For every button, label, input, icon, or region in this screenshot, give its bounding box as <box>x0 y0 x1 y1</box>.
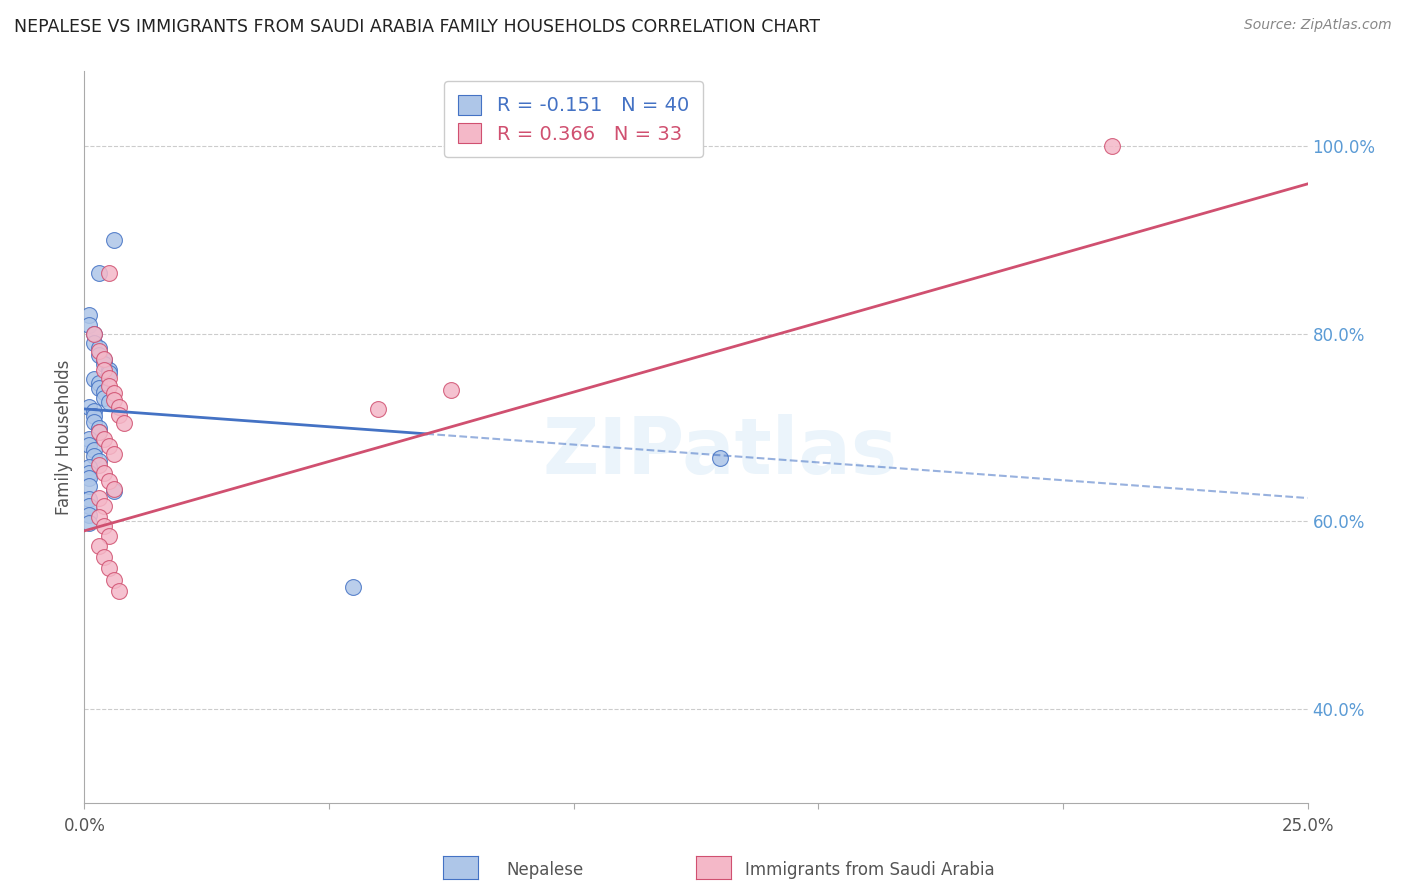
Point <box>97 561 120 575</box>
Point <box>93 500 115 514</box>
Point <box>93 357 115 371</box>
Point <box>83 449 105 463</box>
Point <box>77 432 100 446</box>
Point <box>83 409 105 424</box>
Text: Immigrants from Saudi Arabia: Immigrants from Saudi Arabia <box>745 861 995 879</box>
Point <box>87 491 110 505</box>
Point <box>87 266 110 280</box>
Text: Nepalese: Nepalese <box>506 861 583 879</box>
Point <box>367 401 389 416</box>
Point <box>93 519 115 533</box>
Point <box>87 509 110 524</box>
Y-axis label: Family Households: Family Households <box>55 359 73 515</box>
Point <box>77 466 100 480</box>
Point <box>87 425 110 440</box>
Point <box>87 341 110 355</box>
Point <box>97 395 120 409</box>
Point <box>93 362 115 376</box>
Point <box>93 391 115 405</box>
Point <box>97 266 120 280</box>
Point <box>77 500 100 514</box>
Point <box>87 381 110 395</box>
Point <box>112 416 135 430</box>
Point <box>1101 139 1123 153</box>
Point <box>87 425 110 440</box>
Point <box>103 233 125 247</box>
Point <box>93 352 115 367</box>
Point <box>87 347 110 361</box>
Point <box>97 371 120 385</box>
Point <box>107 408 129 422</box>
Point <box>77 491 100 506</box>
Point <box>87 458 110 473</box>
Point <box>97 528 120 542</box>
Text: NEPALESE VS IMMIGRANTS FROM SAUDI ARABIA FAMILY HOUSEHOLDS CORRELATION CHART: NEPALESE VS IMMIGRANTS FROM SAUDI ARABIA… <box>14 18 820 36</box>
Point <box>83 415 105 429</box>
Point <box>77 318 100 332</box>
Point <box>77 479 100 493</box>
Point <box>87 454 110 468</box>
Point <box>103 484 125 499</box>
Point <box>87 420 110 434</box>
Point <box>77 460 100 475</box>
Point <box>87 343 110 358</box>
Point <box>97 474 120 488</box>
Point <box>709 450 731 465</box>
Point <box>87 376 110 390</box>
Point <box>77 400 100 414</box>
Point <box>77 508 100 522</box>
Point <box>83 326 105 341</box>
Point <box>77 471 100 485</box>
Point <box>103 482 125 496</box>
Point <box>103 392 125 407</box>
Legend: R = -0.151   N = 40, R = 0.366   N = 33: R = -0.151 N = 40, R = 0.366 N = 33 <box>444 81 703 157</box>
Point <box>83 443 105 458</box>
Point <box>83 326 105 341</box>
Point <box>83 404 105 418</box>
Point <box>77 437 100 451</box>
Point <box>440 383 463 397</box>
Text: Source: ZipAtlas.com: Source: ZipAtlas.com <box>1244 18 1392 32</box>
Point <box>107 583 129 598</box>
Point <box>93 466 115 480</box>
Point <box>103 447 125 461</box>
Point <box>77 516 100 531</box>
Point <box>103 386 125 401</box>
Point <box>93 353 115 368</box>
Text: ZIPatlas: ZIPatlas <box>543 414 898 490</box>
Point <box>77 308 100 322</box>
Point <box>93 385 115 400</box>
Point <box>97 367 120 381</box>
Point <box>97 362 120 376</box>
Point <box>97 440 120 454</box>
Point <box>83 372 105 386</box>
Point <box>342 580 364 594</box>
Point <box>87 539 110 553</box>
Point <box>83 336 105 351</box>
Point <box>93 550 115 565</box>
Point <box>107 400 129 414</box>
Point <box>93 432 115 446</box>
Point <box>97 378 120 392</box>
Point <box>103 573 125 587</box>
